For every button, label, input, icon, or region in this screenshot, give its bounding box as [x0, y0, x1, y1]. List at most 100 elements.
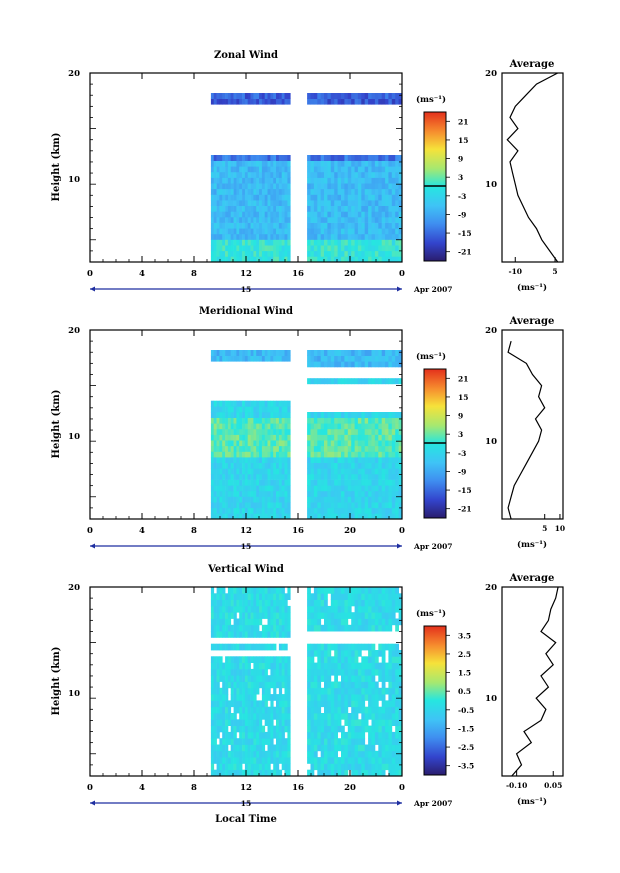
heatmap-cell — [216, 624, 220, 632]
heatmap-cell — [310, 451, 315, 458]
chart-title: Zonal Wind — [214, 50, 278, 61]
heatmap-cell — [388, 643, 393, 651]
heatmap-cell — [374, 228, 379, 235]
heatmap-cell — [341, 656, 345, 663]
heatmap-cell — [341, 250, 345, 257]
heatmap-cell — [233, 216, 237, 223]
heatmap-cell — [250, 744, 254, 752]
heatmap-cell — [250, 406, 254, 413]
heatmap-cell — [307, 457, 311, 463]
heatmap-cell — [278, 468, 283, 475]
heatmap-cell — [310, 681, 315, 689]
heatmap-cell — [337, 662, 342, 670]
heatmap-cell — [225, 479, 229, 486]
heatmap-cell — [284, 98, 288, 105]
heatmap-cell — [219, 675, 223, 682]
heatmap-cell — [276, 631, 280, 638]
heatmap-cell — [357, 440, 362, 447]
heatmap-cell — [313, 706, 318, 714]
heatmap-cell — [320, 612, 325, 619]
heatmap-cell — [317, 593, 322, 600]
heatmap-cell — [264, 631, 268, 638]
heatmap-cell — [264, 239, 268, 246]
heatmap-cell — [276, 428, 280, 435]
heatmap-cell — [368, 725, 372, 733]
heatmap-cell — [327, 211, 332, 218]
heatmap-cell — [337, 473, 342, 480]
heatmap-cell — [216, 719, 220, 726]
heatmap-cell — [361, 93, 366, 99]
heatmap-cell — [230, 406, 234, 413]
heatmap-cell — [281, 507, 285, 514]
heatmap-cell — [351, 194, 355, 201]
heatmap-cell — [381, 643, 386, 651]
heatmap-cell — [284, 694, 288, 701]
heatmap-cell — [344, 706, 349, 714]
heatmap-cell — [361, 166, 366, 173]
heatmap-cell — [398, 593, 403, 600]
heatmap-cell — [259, 412, 263, 418]
heatmap-cell — [378, 593, 383, 600]
heatmap-cell — [391, 171, 396, 178]
heatmap-cell — [264, 668, 268, 676]
heatmap-cell — [284, 406, 288, 413]
heatmap-cell — [273, 256, 277, 263]
heatmap-cell — [361, 662, 366, 670]
heatmap-cell — [247, 434, 251, 441]
heatmap-cell — [385, 713, 389, 720]
heatmap-cell — [213, 171, 217, 178]
heatmap-cell — [227, 479, 232, 486]
heatmap-cell — [351, 428, 355, 435]
heatmap-cell — [239, 738, 243, 745]
heatmap-cell — [320, 239, 325, 246]
heatmap-cell — [267, 706, 271, 714]
heatmap-cell — [374, 355, 379, 362]
heatmap-cell — [270, 485, 274, 492]
heatmap-cell — [276, 725, 280, 733]
heatmap-cell — [253, 355, 257, 362]
heatmap-cell — [222, 757, 226, 764]
heatmap-cell — [276, 457, 280, 463]
heatmap-cell — [287, 490, 291, 497]
heatmap-cell — [324, 355, 328, 362]
heatmap-cell — [239, 211, 243, 218]
heatmap-cell — [317, 587, 322, 594]
heatmap-cell — [320, 216, 325, 223]
heatmap-cell — [381, 513, 386, 520]
heatmap-cell — [264, 188, 268, 195]
heatmap-cell — [364, 361, 369, 368]
heatmap-cell — [239, 200, 243, 206]
heatmap-cell — [324, 750, 328, 758]
heatmap-cell — [364, 490, 369, 497]
heatmap-cell — [287, 211, 291, 218]
heatmap-cell — [236, 440, 240, 447]
heatmap-cell — [337, 93, 342, 99]
heatmap-cell — [256, 502, 260, 509]
heatmap-cell — [276, 98, 280, 105]
heatmap-cell — [230, 507, 234, 514]
heatmap-cell — [210, 513, 215, 520]
heatmap-cell — [317, 166, 322, 173]
heatmap-cell — [381, 245, 386, 252]
heatmap-cell — [385, 485, 389, 492]
heatmap-cell — [247, 233, 251, 240]
heatmap-cell — [236, 706, 240, 714]
heatmap-cell — [264, 769, 268, 777]
heatmap-cell — [337, 183, 342, 190]
heatmap-cell — [317, 496, 322, 503]
heatmap-cell — [267, 183, 271, 190]
heatmap-cell — [398, 211, 403, 218]
heatmap-cell — [344, 507, 349, 514]
heatmap-cell — [247, 428, 251, 435]
heatmap-cell — [347, 473, 352, 480]
heatmap-cell — [219, 687, 223, 695]
heatmap-cell — [247, 490, 251, 497]
heatmap-cell — [253, 245, 257, 252]
heatmap-cell — [284, 738, 288, 745]
heatmap-cell — [330, 434, 335, 441]
heatmap-cell — [281, 502, 285, 509]
heatmap-cell — [222, 587, 226, 594]
heatmap-cell — [361, 177, 366, 184]
heatmap-cell — [222, 166, 226, 173]
heatmap-cell — [307, 256, 311, 263]
